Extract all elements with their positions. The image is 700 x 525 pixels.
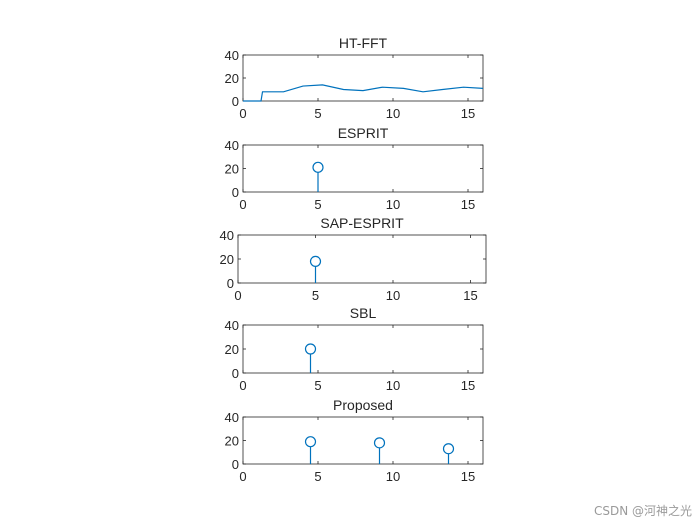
axes-box bbox=[242, 144, 484, 193]
y-tick-label: 20 bbox=[225, 71, 239, 86]
x-tick-label: 10 bbox=[386, 378, 400, 393]
watermark: CSDN @河神之光 bbox=[593, 504, 692, 518]
x-tick-label: 10 bbox=[386, 106, 400, 121]
axes-box bbox=[237, 234, 487, 284]
y-tick-label: 40 bbox=[220, 228, 234, 243]
y-tick-label: 20 bbox=[225, 162, 239, 177]
subplot-3: SAP-ESPRIT 0 5 10 15 0 20 40 bbox=[220, 215, 487, 303]
axes-box bbox=[242, 416, 484, 465]
x-tick-label: 0 bbox=[239, 378, 246, 393]
axes-box bbox=[242, 324, 484, 374]
x-tick-label: 5 bbox=[314, 197, 321, 212]
subplot-2: ESPRIT 0 5 10 15 0 20 40 bbox=[225, 125, 484, 212]
series-line bbox=[243, 84, 484, 102]
y-tick-label: 0 bbox=[232, 94, 239, 109]
x-tick-label: 10 bbox=[386, 197, 400, 212]
x-tick-label: 5 bbox=[314, 378, 321, 393]
x-tick-label: 5 bbox=[312, 288, 319, 303]
x-tick-label: 15 bbox=[461, 378, 475, 393]
chart-title: Proposed bbox=[333, 397, 393, 413]
x-tick-label: 0 bbox=[234, 288, 241, 303]
y-tick-label: 20 bbox=[225, 434, 239, 449]
stem-marker bbox=[373, 437, 386, 449]
subplot-1: HT-FFT 0 5 10 15 0 20 40 bbox=[225, 35, 484, 121]
x-tick-label: 15 bbox=[463, 288, 477, 303]
x-tick-label: 0 bbox=[239, 197, 246, 212]
stem-marker bbox=[304, 343, 317, 355]
y-tick-label: 20 bbox=[225, 342, 239, 357]
stem-marker bbox=[309, 255, 322, 267]
x-tick-label: 0 bbox=[239, 469, 246, 484]
chart-title: ESPRIT bbox=[338, 125, 389, 141]
stem-marker bbox=[312, 161, 324, 173]
stem-marker bbox=[442, 443, 455, 455]
y-tick-label: 20 bbox=[220, 252, 234, 267]
stem-marker bbox=[304, 436, 317, 448]
y-tick-label: 0 bbox=[232, 185, 239, 200]
y-tick-label: 40 bbox=[225, 410, 239, 425]
axes-box bbox=[242, 54, 484, 102]
y-tick-label: 40 bbox=[225, 48, 239, 63]
x-tick-label: 15 bbox=[461, 197, 475, 212]
x-tick-label: 10 bbox=[386, 469, 400, 484]
x-tick-label: 10 bbox=[386, 288, 400, 303]
x-tick-label: 15 bbox=[461, 469, 475, 484]
y-tick-label: 40 bbox=[225, 318, 239, 333]
x-tick-label: 0 bbox=[239, 106, 246, 121]
chart-title: HT-FFT bbox=[339, 35, 388, 51]
y-tick-label: 40 bbox=[225, 138, 239, 153]
x-tick-label: 5 bbox=[314, 469, 321, 484]
chart-title: SBL bbox=[350, 305, 377, 321]
chart-title: SAP-ESPRIT bbox=[320, 215, 404, 231]
x-tick-label: 15 bbox=[461, 106, 475, 121]
y-tick-label: 0 bbox=[227, 276, 234, 291]
y-tick-label: 0 bbox=[232, 366, 239, 381]
y-tick-label: 0 bbox=[232, 457, 239, 472]
x-tick-label: 5 bbox=[314, 106, 321, 121]
subplot-5: Proposed 0 5 10 15 0 20 40 bbox=[225, 397, 484, 484]
subplot-4: SBL 0 5 10 15 0 20 40 bbox=[225, 305, 484, 393]
